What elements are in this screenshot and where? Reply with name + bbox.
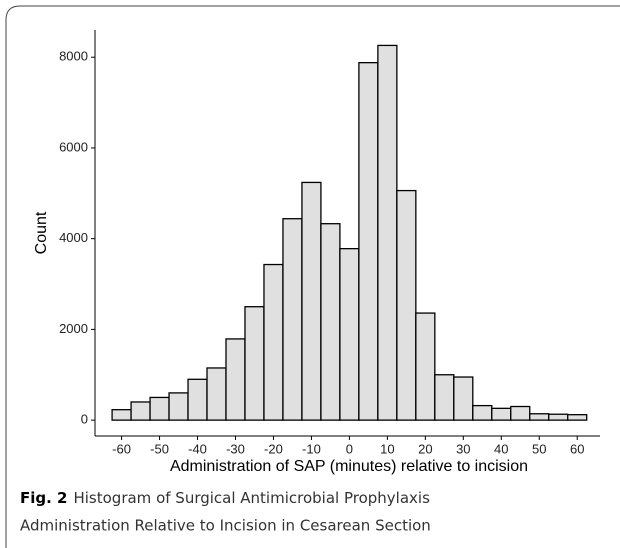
caption-line: Fig. 2 Histogram of Surgical Antimicrobia…	[20, 489, 430, 507]
bar	[472, 404, 493, 421]
x-tick-label: 0	[346, 441, 353, 456]
bar	[377, 44, 398, 421]
x-tick-label: -30	[226, 441, 245, 456]
bar	[320, 223, 341, 421]
caption-text: Histogram of Surgical Antimicrobial Prop…	[73, 489, 430, 507]
bar	[130, 401, 151, 421]
y-axis-title: Count	[33, 211, 50, 254]
x-tick-label: 20	[418, 441, 432, 456]
bar	[282, 218, 303, 421]
x-tick-label: 40	[494, 441, 508, 456]
x-tick-label: 60	[570, 441, 584, 456]
bar	[263, 263, 284, 421]
x-tick-label: -10	[302, 441, 321, 456]
x-tick-label: -40	[188, 441, 207, 456]
x-axis-title: Administration of SAP (minutes) relative…	[170, 458, 528, 475]
x-tick-label: -60	[112, 441, 131, 456]
bar	[567, 414, 588, 421]
bar	[187, 378, 208, 421]
figure-frame	[5, 5, 620, 548]
bar	[529, 413, 550, 421]
y-tick-label: 4000	[59, 230, 88, 245]
bar	[358, 62, 379, 421]
bar	[168, 392, 189, 421]
bar	[548, 413, 569, 421]
x-tick-label: 50	[532, 441, 546, 456]
bar	[244, 306, 265, 421]
y-tick-label: 8000	[59, 49, 88, 64]
caption-line: Administration Relative to Incision in C…	[20, 517, 431, 535]
caption-label: Fig. 2	[20, 489, 67, 507]
bar	[510, 405, 531, 421]
bar	[396, 189, 417, 421]
bar	[206, 367, 227, 421]
x-tick-label: 10	[380, 441, 394, 456]
x-tick-label: 30	[456, 441, 470, 456]
bar	[434, 374, 455, 421]
bar	[415, 312, 436, 421]
y-tick-label: 6000	[59, 139, 88, 154]
x-tick-label: -50	[150, 441, 169, 456]
bar	[225, 338, 246, 421]
bar	[301, 181, 322, 421]
bar	[453, 376, 474, 421]
bar	[491, 407, 512, 421]
bar	[339, 248, 360, 421]
bar	[149, 396, 170, 421]
y-tick-label: 2000	[59, 321, 88, 336]
bar	[111, 409, 132, 421]
y-tick-label: 0	[81, 412, 88, 427]
x-tick-label: -20	[264, 441, 283, 456]
